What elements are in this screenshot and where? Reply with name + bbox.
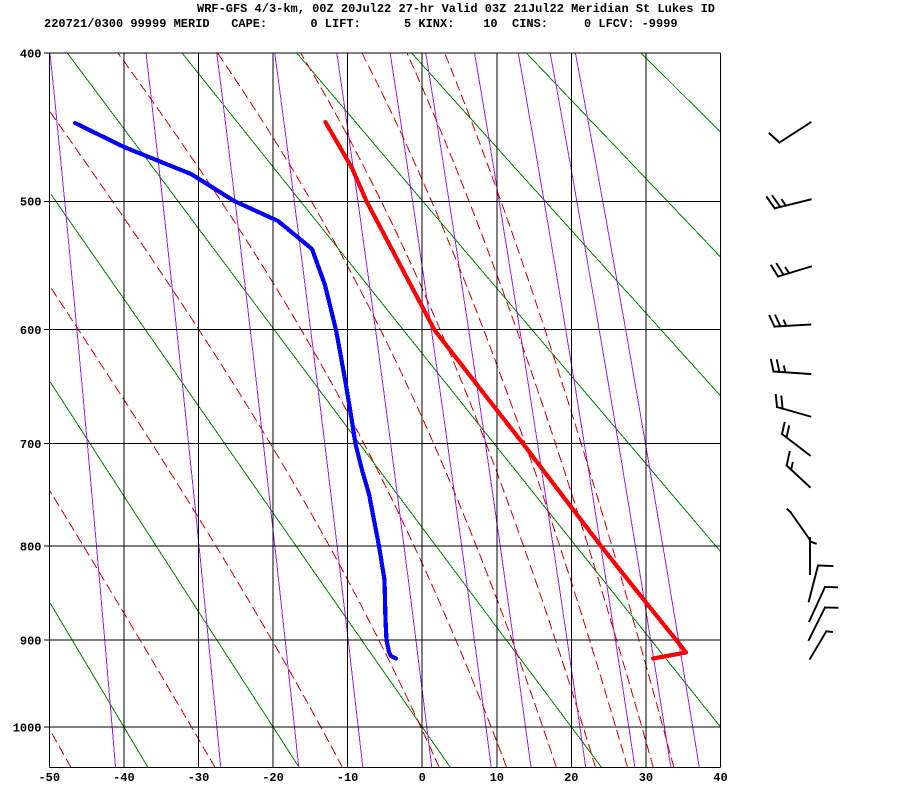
svg-text:800: 800 <box>20 541 42 555</box>
svg-text:600: 600 <box>20 324 42 338</box>
svg-text:-20: -20 <box>262 771 284 785</box>
svg-text:400: 400 <box>20 48 42 62</box>
svg-text:30: 30 <box>639 771 653 785</box>
svg-text:20: 20 <box>564 771 578 785</box>
svg-text:-10: -10 <box>337 771 359 785</box>
svg-text:700: 700 <box>20 438 42 452</box>
svg-text:1000: 1000 <box>13 721 42 735</box>
svg-text:WRF-GFS 4/3-km, 00Z 20Jul22 27: WRF-GFS 4/3-km, 00Z 20Jul22 27-hr Valid … <box>197 2 715 16</box>
svg-text:-40: -40 <box>113 771 135 785</box>
svg-text:0: 0 <box>419 771 426 785</box>
svg-text:220721/0300 99999 MERID CAPE: 220721/0300 99999 MERID CAPE: 0 LIFT: 5 … <box>44 17 678 31</box>
svg-text:900: 900 <box>20 635 42 649</box>
svg-text:10: 10 <box>490 771 504 785</box>
svg-text:-30: -30 <box>188 771 210 785</box>
svg-text:40: 40 <box>713 771 727 785</box>
svg-text:-50: -50 <box>38 771 60 785</box>
svg-text:500: 500 <box>20 196 42 210</box>
